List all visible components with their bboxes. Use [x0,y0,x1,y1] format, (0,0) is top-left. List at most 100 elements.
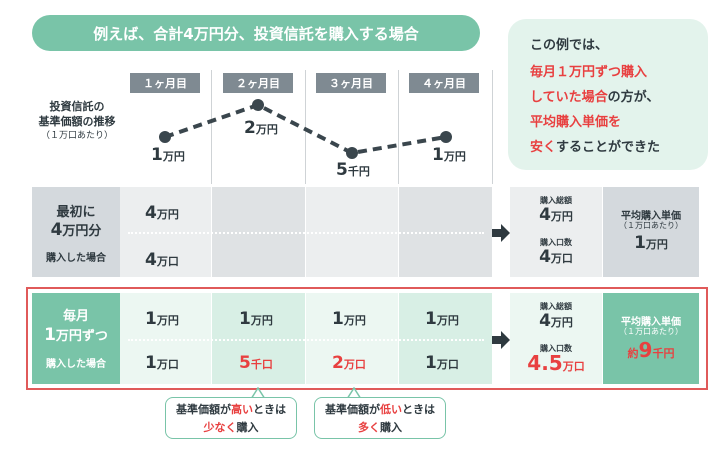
price-label-4: 1万円 [432,145,466,165]
lump-label-line3: 購入した場合 [46,253,106,264]
amount-unit: 万円 [250,314,273,327]
monthly-qty-unit: 万口 [562,360,585,373]
price-value-unit: 千円 [347,165,370,178]
units-unit: 千口 [250,358,273,371]
title-banner: 例えば、合計4万円分、投資信託を購入する場合 [32,15,480,51]
price-value-unit: 万円 [443,150,466,163]
price-value-num: 2 [244,118,256,138]
callout-line-2: 毎月１万円ずつ購入 [530,65,648,80]
lump-amount-unit: 万円 [156,208,179,221]
callout-line-5-rest: することができた [556,140,661,155]
price-value-num: 1 [432,145,444,165]
price-value-num: 5 [336,160,348,180]
amount-unit: 万円 [436,314,459,327]
amount-num: 1 [332,309,344,329]
monthly-result-cell: 購入総額 4万円 購入口数 4.5万口 [510,293,602,384]
lump-qty-num: 4 [539,247,551,267]
price-trend-label-line2: 基準価額の推移 [38,114,116,128]
column-divider [305,70,306,184]
lump-qty-unit: 万口 [550,252,573,265]
monthly-average-cell: 平均購入単価 （１万口あたり） 約9千円 [603,293,699,384]
callout-line-5: 安くすることができた [530,141,660,154]
price-line-chart [159,99,452,159]
lump-row-divider [128,232,484,234]
monthly-units-4: 1万口 [425,353,459,373]
column-divider [211,70,212,184]
lump-avg-title: 平均購入単価 [621,211,681,222]
amount-num: 1 [425,309,437,329]
lump-label-unit: 万円分 [62,224,102,239]
monthly-avg-title: 平均購入単価 [621,317,681,328]
units-num: 1 [145,353,157,373]
bubble-text: 基準価額が [325,403,380,416]
low-price-bubble: 基準価額が低いときは 多く購入 [314,397,446,439]
units-unit: 万口 [156,358,179,371]
monthly-amount-2: 1万円 [239,309,273,329]
amount-unit: 万円 [343,314,366,327]
lump-label-line2: 4万円分 [32,220,120,240]
lump-qty-label: 購入口数 [540,238,572,247]
amount-unit: 万円 [156,314,179,327]
lump-total-num: 4 [539,205,551,225]
lump-result-cell: 購入総額 4万円 購入口数 4万口 [510,187,602,277]
bubble-pointer [347,387,361,399]
callout-line-5-highlight: 安く [530,140,557,155]
bubble-highlight: 多く [358,420,380,434]
price-trend-label-line1: 投資信託の [49,100,105,113]
monthly-avg-prefix: 約 [627,347,639,360]
monthly-label-unit: 万円ずつ [55,329,108,344]
monthly-label-line2: 1万円ずつ [32,325,120,345]
bubble-text: 購入 [236,420,259,434]
monthly-label-line3: 購入した場合 [46,359,106,370]
lump-avg-unit: 万円 [645,238,668,251]
callout-line-4: 平均購入単価を [530,115,622,130]
bubble-line: 基準価額が高いときは [166,401,296,419]
monthly-amount-3: 1万円 [332,309,366,329]
lump-avg: 1万円 [603,233,699,253]
lump-total-unit: 万円 [550,210,573,223]
bubble-line: 多く購入 [315,419,445,437]
monthly-total: 4万円 [510,311,602,331]
bubble-pointer [251,387,265,399]
monthly-units-2: 5千口 [239,353,273,373]
arrow-right-icon [492,331,510,349]
monthly-label-cell: 毎月 1万円ずつ 購入した場合 [32,293,120,384]
units-unit: 万口 [436,358,459,371]
bubble-highlight: 低い [380,403,402,416]
price-point [159,131,171,143]
price-value-unit: 万円 [162,150,185,163]
monthly-qty: 4.5万口 [510,351,602,375]
bubble-text: 購入 [380,420,402,434]
monthly-avg-num: 9 [638,338,653,362]
monthly-month3-cell [306,293,398,384]
monthly-row-divider [128,339,484,341]
price-value-unit: 万円 [255,123,278,136]
price-label-2: 2万円 [244,118,278,138]
monthly-label-num: 1 [44,325,56,345]
lump-units-num: 4 [145,250,157,270]
amount-num: 1 [239,309,251,329]
price-point [440,131,452,143]
price-label-1: 1万円 [151,145,185,165]
monthly-amount-1: 1万円 [145,309,179,329]
monthly-units-3: 2万口 [332,353,366,373]
units-unit: 万口 [343,358,366,371]
lump-amount: 4万円 [145,203,179,223]
units-num: 5 [239,353,251,373]
price-value-num: 1 [151,145,163,165]
column-divider [492,70,493,184]
lump-average-cell: 平均購入単価 （１万口あたり） 1万円 [603,187,699,277]
price-trend-label-line3: （１万口あたり） [40,130,113,141]
arrow-right-icon [492,224,510,242]
column-divider [398,70,399,184]
month-header-1: １ヶ月目 [130,73,200,93]
title-text: 例えば、合計4万円分、投資信託を購入する場合 [93,24,419,43]
monthly-label-line1: 毎月 [62,309,89,324]
monthly-month1-cell [120,293,211,384]
amount-num: 1 [145,309,157,329]
bubble-highlight: 高い [231,403,253,416]
callout-line-3: していた場合の方が、 [530,91,659,104]
conclusion-callout: この例では、 毎月１万円ずつ購入 していた場合の方が、 平均購入単価を 安くする… [508,19,708,170]
monthly-month2-cell [212,293,305,384]
lump-total-label: 購入総額 [540,196,572,205]
